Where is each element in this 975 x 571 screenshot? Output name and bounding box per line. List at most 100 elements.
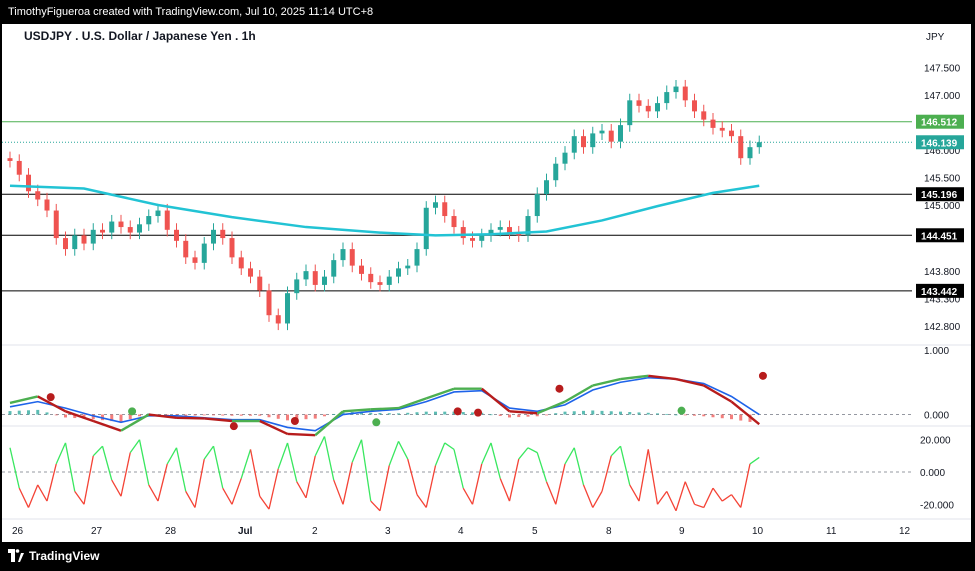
macd-histogram-bar	[276, 414, 280, 419]
macd-line-segment	[342, 408, 371, 413]
oscillator-line-segment	[684, 481, 696, 505]
candle-body	[581, 136, 586, 148]
macd-histogram-bar	[517, 414, 521, 418]
oscillator-line-segment	[555, 463, 566, 505]
candle-body	[423, 207, 429, 250]
oscillator-tick-label: 0.000	[920, 468, 945, 479]
macd-histogram-bar	[443, 411, 447, 415]
oscillator-line-segment	[666, 491, 677, 512]
oscillator-line-segment	[407, 458, 418, 495]
macd-histogram-bar	[73, 414, 77, 419]
macd-line-segment	[148, 413, 177, 419]
candle-body	[229, 238, 235, 258]
macd-line-segment	[592, 377, 621, 387]
oscillator-line-segment	[18, 487, 30, 508]
macd-histogram-bar	[415, 412, 419, 415]
oscillator-line-segment	[610, 445, 621, 457]
oscillator-line-segment	[268, 468, 279, 510]
oscillator-line-segment	[203, 445, 215, 460]
candle-body	[627, 100, 633, 126]
level-price-tag	[916, 114, 964, 129]
oscillator-line-segment	[360, 439, 372, 502]
moving-average-line	[9, 184, 760, 237]
macd-cross-marker	[677, 406, 686, 415]
macd-signal-line	[9, 376, 760, 432]
oscillator-line-segment	[712, 487, 723, 502]
macd-line-segment	[120, 413, 150, 432]
oscillator-line-segment	[721, 494, 732, 502]
candle-body	[266, 290, 272, 316]
oscillator-line-segment	[619, 446, 631, 486]
macd-histogram-bar	[360, 412, 363, 415]
oscillator-line-segment	[120, 452, 131, 497]
oscillator-line-segment	[101, 445, 113, 481]
time-tick-label: 28	[165, 526, 177, 537]
candle-body	[294, 279, 300, 294]
chart-frame[interactable]: USDJPY . U.S. Dollar / Japanese Yen . 1h…	[2, 24, 971, 542]
macd-histogram-bar	[378, 412, 382, 415]
oscillator-line-segment	[212, 446, 224, 489]
macd-histogram-bar	[628, 412, 632, 415]
macd-histogram-bar	[387, 413, 391, 415]
macd-histogram-bar	[54, 414, 58, 416]
oscillator-line-segment	[46, 463, 57, 502]
candle-body	[682, 86, 688, 101]
price-panel	[2, 79, 912, 331]
macd-line-segment	[176, 416, 205, 420]
oscillator-line-segment	[55, 442, 67, 465]
oscillator-line-segment	[490, 442, 501, 479]
oscillator-line-segment	[111, 479, 122, 497]
macd-histogram-bar	[609, 411, 613, 415]
oscillator-line-segment	[129, 439, 141, 453]
oscillator-line-segment	[694, 503, 704, 509]
oscillator-line-segment	[314, 436, 326, 457]
macd-cross-marker	[474, 408, 483, 417]
level-price-label: 145.196	[921, 190, 958, 201]
macd-histogram-bar	[36, 409, 40, 415]
candle-body	[322, 276, 327, 285]
chart-canvas[interactable]: USDJPY . U.S. Dollar / Japanese Yen . 1h…	[2, 24, 971, 542]
candle-body	[719, 127, 725, 131]
macd-histogram-bar	[147, 413, 151, 415]
macd-histogram-bar	[8, 411, 12, 415]
macd-line-segment	[620, 374, 649, 381]
oscillator-line-segment	[462, 487, 474, 505]
candle-body	[608, 130, 614, 142]
time-tick-label: 9	[679, 526, 685, 537]
macd-line-segment	[648, 374, 677, 381]
candle-body	[534, 194, 540, 217]
tradingview-brand[interactable]: TradingView	[8, 549, 99, 563]
oscillator-line-segment	[83, 455, 94, 505]
attribution-bar: TimothyFigueroa created with TradingView…	[0, 0, 975, 24]
oscillator-line-segment	[564, 447, 575, 465]
macd-histogram-bar	[323, 414, 326, 417]
candle-body	[747, 147, 753, 159]
macd-histogram-bar	[730, 414, 733, 420]
candle-body	[396, 268, 401, 277]
macd-histogram-bar	[572, 411, 576, 415]
macd-histogram-bar	[582, 410, 585, 415]
macd-cross-marker	[555, 384, 564, 393]
candle-body	[192, 257, 198, 263]
macd-line-segment	[564, 384, 594, 403]
oscillator-line-segment	[499, 478, 511, 502]
oscillator-line-segment	[92, 445, 103, 457]
candle-body	[220, 229, 226, 239]
macd-line-segment	[675, 377, 705, 387]
time-tick-label: 27	[91, 526, 103, 537]
oscillator-line-segment	[730, 494, 742, 508]
oscillator-line-segment	[379, 465, 390, 511]
macd-cross-marker	[453, 407, 462, 416]
macd-histogram-bar	[702, 414, 706, 417]
macd-line-segment	[730, 400, 761, 426]
macd-tick-label: 0.000	[924, 411, 949, 422]
price-tick-label: 143.300	[924, 295, 961, 306]
macd-histogram-bar	[406, 412, 410, 415]
time-tick-label: 12	[899, 526, 911, 537]
time-tick-label: 10	[752, 526, 764, 537]
price-tick-label: 147.000	[924, 91, 961, 102]
macd-histogram-bar	[304, 414, 308, 420]
candle-body	[248, 268, 253, 277]
macd-histogram-bar	[508, 414, 511, 418]
candle-body	[451, 216, 457, 228]
